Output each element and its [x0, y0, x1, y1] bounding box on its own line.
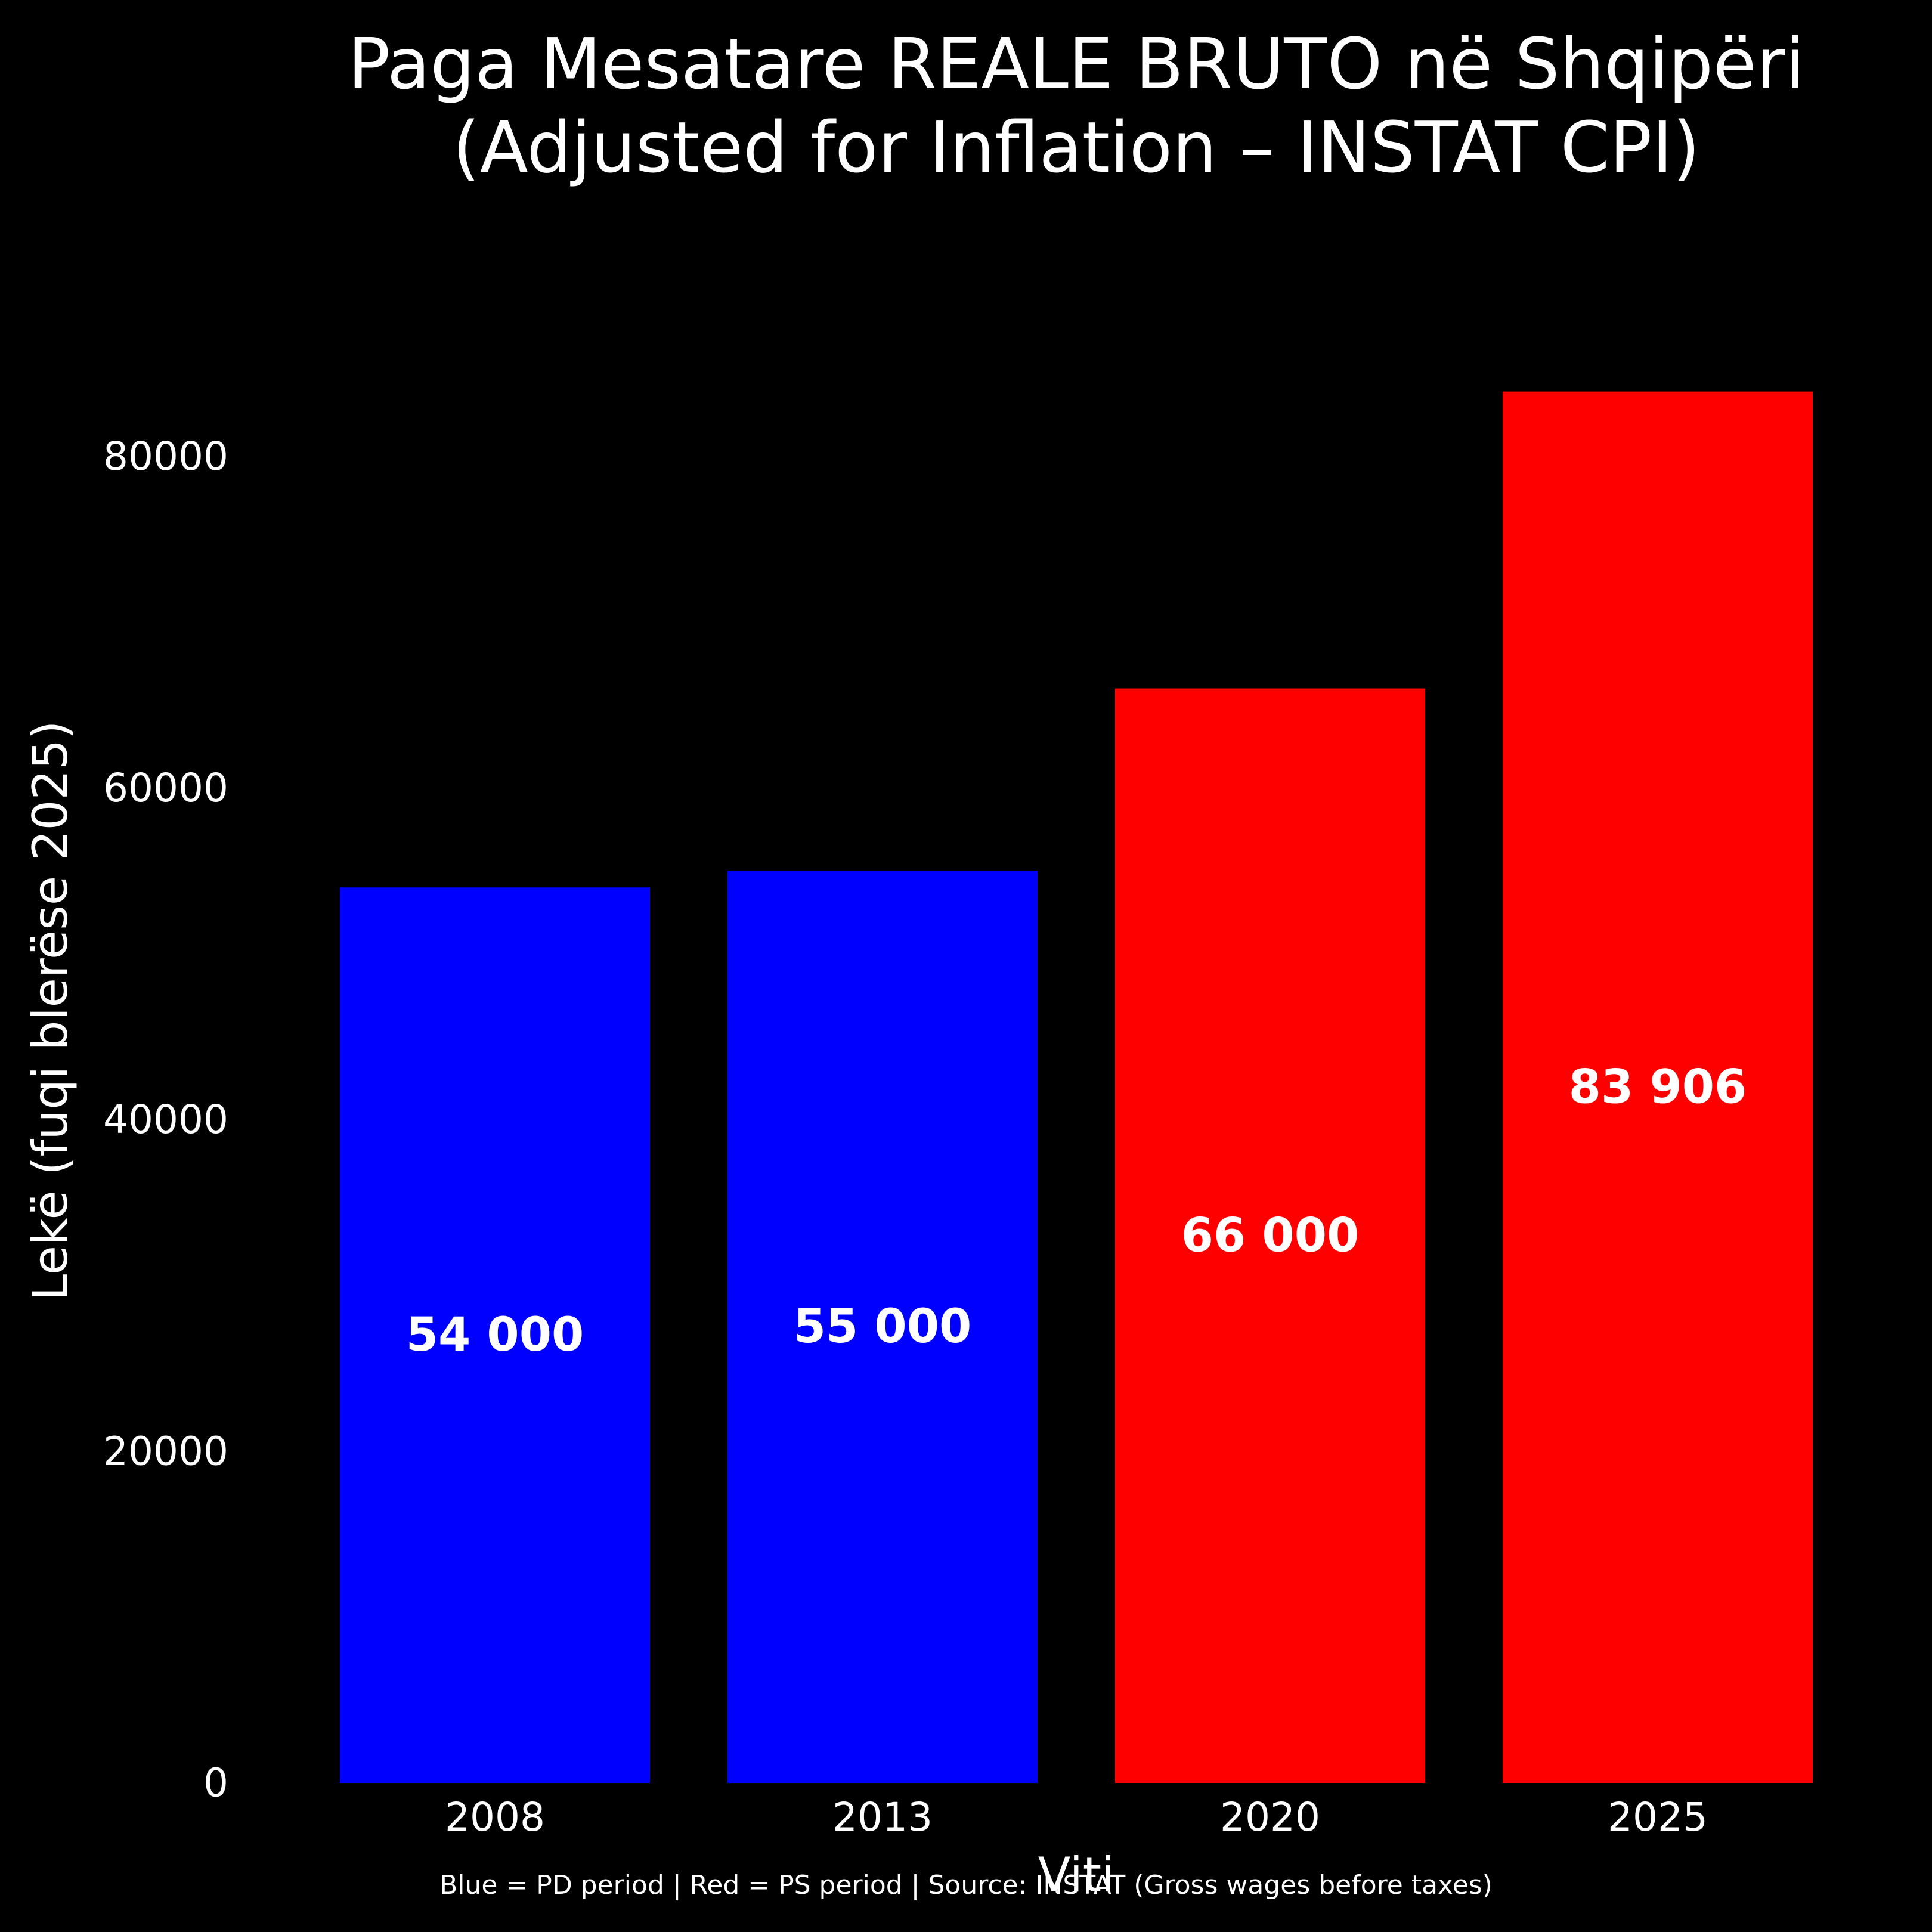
x-tick-label-2020: 2020 [1220, 1794, 1320, 1840]
y-tick-label-0: 0 [203, 1760, 228, 1806]
y-axis-label: Lekë (fuqi blerëse 2025) [23, 721, 78, 1301]
y-tick-label-80000: 80000 [103, 434, 228, 479]
y-tick-label-20000: 20000 [103, 1428, 228, 1474]
x-axis-ticks: 2008 2013 2020 2025 [445, 1794, 1708, 1840]
bar-value-label-2020: 66 000 [1181, 1209, 1360, 1262]
bar-value-labels: 54 000 55 000 66 000 83 906 [406, 1060, 1747, 1362]
x-tick-label-2013: 2013 [832, 1794, 933, 1840]
y-tick-label-40000: 40000 [103, 1097, 228, 1143]
bar-2020 [1115, 688, 1425, 1783]
x-axis-label: Viti [1038, 1847, 1115, 1903]
y-tick-label-60000: 60000 [103, 765, 228, 811]
y-axis-ticks: 0 20000 40000 60000 80000 [103, 434, 228, 1806]
bars-group [340, 391, 1813, 1783]
bar-value-label-2013: 55 000 [794, 1300, 972, 1354]
x-tick-label-2008: 2008 [445, 1794, 545, 1840]
bar-2013 [727, 871, 1038, 1783]
chart-title-line-1: Paga Mesatare REALE BRUTO në Shqipëri [348, 23, 1805, 105]
bar-2008 [340, 887, 650, 1783]
bar-value-label-2008: 54 000 [406, 1308, 584, 1362]
x-tick-label-2025: 2025 [1608, 1794, 1708, 1840]
bar-value-label-2025: 83 906 [1569, 1060, 1747, 1114]
bar-2025 [1503, 391, 1813, 1783]
chart-footnote: Blue = PD period | Red = PS period | Sou… [439, 1870, 1493, 1900]
chart-title-line-2: (Adjusted for Inflation – INSTAT CPI) [453, 106, 1700, 188]
